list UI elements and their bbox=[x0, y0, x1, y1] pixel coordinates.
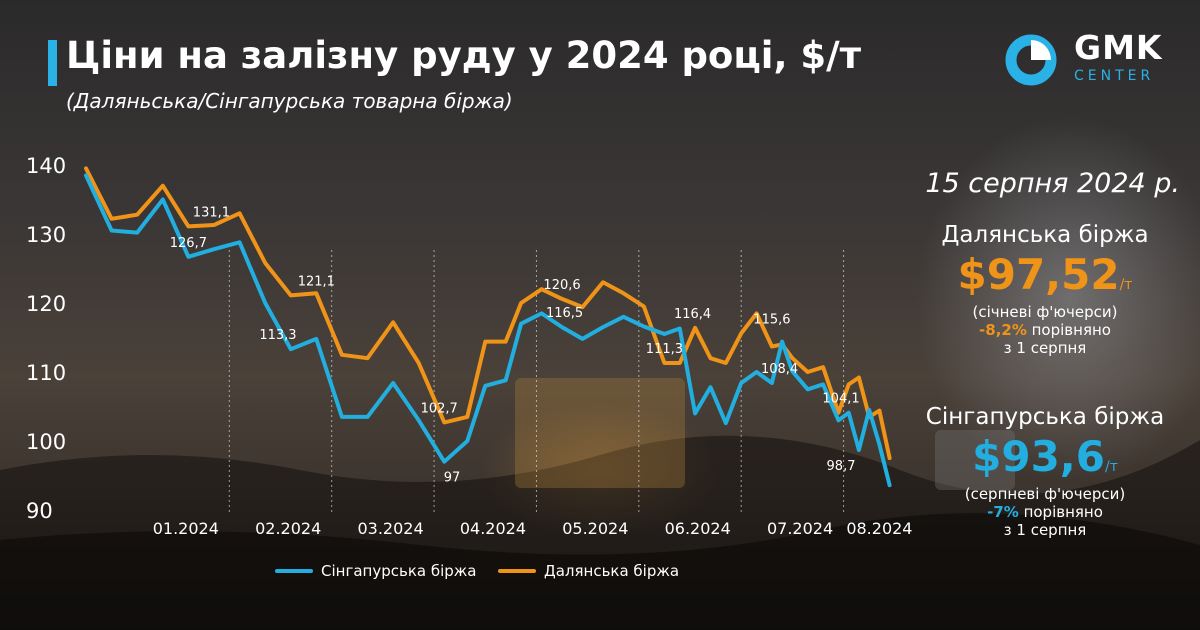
dalian-ref: з 1 серпня bbox=[1003, 339, 1087, 357]
data-label: 98,7 bbox=[827, 459, 856, 474]
data-label: 113,3 bbox=[259, 328, 296, 343]
legend-item-dalian: Далянська біржа bbox=[498, 559, 679, 583]
report-date: 15 серпня 2024 р. bbox=[925, 168, 1180, 199]
dalian-change-text: порівняно bbox=[1026, 321, 1111, 339]
singapore-change-text: порівняно bbox=[1018, 503, 1103, 521]
data-label: 120,6 bbox=[543, 278, 580, 293]
data-label: 97 bbox=[444, 471, 461, 486]
dalian-unit: /т bbox=[1119, 277, 1133, 293]
legend-label-dalian: Далянська біржа bbox=[544, 562, 680, 580]
singapore-ref: з 1 серпня bbox=[1003, 521, 1087, 539]
x-tick-label: 07.2024 bbox=[767, 519, 833, 538]
data-label: 102,7 bbox=[421, 401, 458, 416]
dalian-price: $97,52 bbox=[957, 250, 1120, 299]
logo-text: GMK bbox=[1074, 28, 1163, 67]
x-tick-label: 06.2024 bbox=[665, 519, 731, 538]
data-label: 108,4 bbox=[761, 362, 798, 377]
singapore-name: Сінгапурська біржа bbox=[925, 404, 1165, 430]
x-tick-label: 04.2024 bbox=[460, 519, 526, 538]
series-line-singapore bbox=[84, 173, 892, 488]
y-tick-label: 100 bbox=[26, 430, 66, 454]
dalian-panel: Далянська біржа $97,52/т (січневі ф'ючер… bbox=[925, 222, 1165, 357]
singapore-contract: (серпневі ф'ючерси) bbox=[964, 485, 1126, 503]
x-tick-label: 02.2024 bbox=[255, 519, 321, 538]
gmk-logo-icon bbox=[1005, 34, 1057, 86]
singapore-unit: /т bbox=[1104, 459, 1118, 475]
x-tick-label: 03.2024 bbox=[357, 519, 423, 538]
y-tick-label: 90 bbox=[26, 499, 53, 523]
series-line-dalian bbox=[84, 166, 892, 461]
data-label: 116,4 bbox=[674, 307, 711, 322]
data-label: 121,1 bbox=[298, 274, 335, 289]
y-tick-label: 110 bbox=[26, 361, 66, 385]
page-title: Ціни на залізну руду у 2024 році, $/т bbox=[66, 34, 862, 77]
title-accent-bar bbox=[48, 40, 57, 86]
data-label: 116,5 bbox=[546, 306, 583, 321]
logo-subtext: CENTER bbox=[1074, 68, 1155, 84]
page-subtitle: (Даляньська/Сінгапурська товарна біржа) bbox=[66, 89, 513, 113]
singapore-change: -7% bbox=[987, 503, 1019, 521]
x-tick-label: 08.2024 bbox=[846, 519, 912, 538]
legend-item-singapore: Сінгапурська біржа bbox=[275, 559, 476, 583]
legend-swatch-dalian bbox=[498, 569, 536, 573]
y-tick-label: 140 bbox=[26, 154, 66, 178]
y-tick-label: 130 bbox=[26, 223, 66, 247]
dalian-name: Далянська біржа bbox=[941, 222, 1149, 248]
dalian-change: -8,2% bbox=[979, 321, 1027, 339]
data-label: 115,6 bbox=[753, 312, 790, 327]
data-label: 111,3 bbox=[646, 342, 683, 357]
data-label: 131,1 bbox=[193, 205, 230, 220]
singapore-price: $93,6 bbox=[972, 432, 1105, 481]
dalian-contract: (січневі ф'ючерси) bbox=[972, 303, 1118, 321]
legend-swatch-singapore bbox=[275, 569, 313, 573]
x-tick-label: 05.2024 bbox=[562, 519, 628, 538]
data-label: 104,1 bbox=[822, 392, 859, 407]
x-tick-label: 01.2024 bbox=[153, 519, 219, 538]
data-label: 126,7 bbox=[170, 236, 207, 251]
y-tick-label: 120 bbox=[26, 292, 66, 316]
singapore-panel: Сінгапурська біржа $93,6/т (серпневі ф'ю… bbox=[920, 404, 1170, 539]
legend-label-singapore: Сінгапурська біржа bbox=[321, 562, 477, 580]
